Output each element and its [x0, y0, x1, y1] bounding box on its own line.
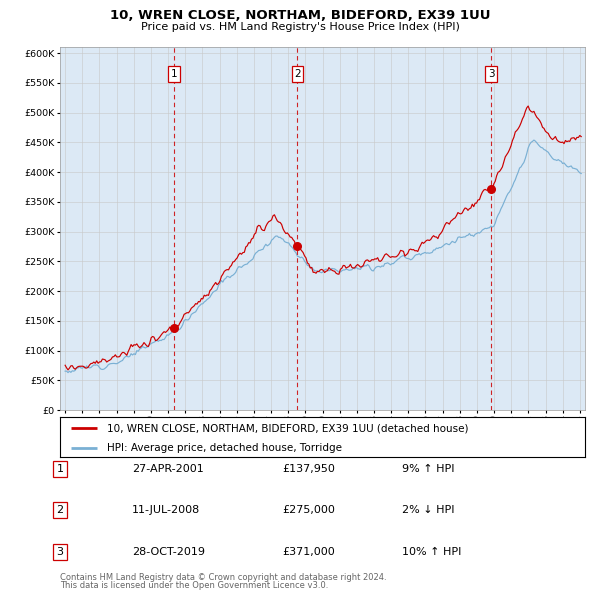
Text: 11-JUL-2008: 11-JUL-2008 — [132, 506, 200, 515]
Text: Contains HM Land Registry data © Crown copyright and database right 2024.: Contains HM Land Registry data © Crown c… — [60, 572, 386, 582]
Text: HPI: Average price, detached house, Torridge: HPI: Average price, detached house, Torr… — [107, 444, 342, 454]
Text: 3: 3 — [488, 69, 494, 79]
Text: 2% ↓ HPI: 2% ↓ HPI — [402, 506, 455, 515]
Text: 10, WREN CLOSE, NORTHAM, BIDEFORD, EX39 1UU: 10, WREN CLOSE, NORTHAM, BIDEFORD, EX39 … — [110, 9, 490, 22]
Text: 10, WREN CLOSE, NORTHAM, BIDEFORD, EX39 1UU (detached house): 10, WREN CLOSE, NORTHAM, BIDEFORD, EX39 … — [107, 424, 469, 434]
Text: 2: 2 — [294, 69, 301, 79]
Text: 27-APR-2001: 27-APR-2001 — [132, 464, 204, 474]
Text: £137,950: £137,950 — [282, 464, 335, 474]
Text: 2: 2 — [56, 506, 64, 515]
Text: 9% ↑ HPI: 9% ↑ HPI — [402, 464, 455, 474]
Text: Price paid vs. HM Land Registry's House Price Index (HPI): Price paid vs. HM Land Registry's House … — [140, 22, 460, 32]
Text: £275,000: £275,000 — [282, 506, 335, 515]
Text: £371,000: £371,000 — [282, 547, 335, 556]
Text: 10% ↑ HPI: 10% ↑ HPI — [402, 547, 461, 556]
Text: 1: 1 — [170, 69, 177, 79]
Text: 28-OCT-2019: 28-OCT-2019 — [132, 547, 205, 556]
Text: This data is licensed under the Open Government Licence v3.0.: This data is licensed under the Open Gov… — [60, 581, 328, 590]
Text: 1: 1 — [56, 464, 64, 474]
Text: 3: 3 — [56, 547, 64, 556]
